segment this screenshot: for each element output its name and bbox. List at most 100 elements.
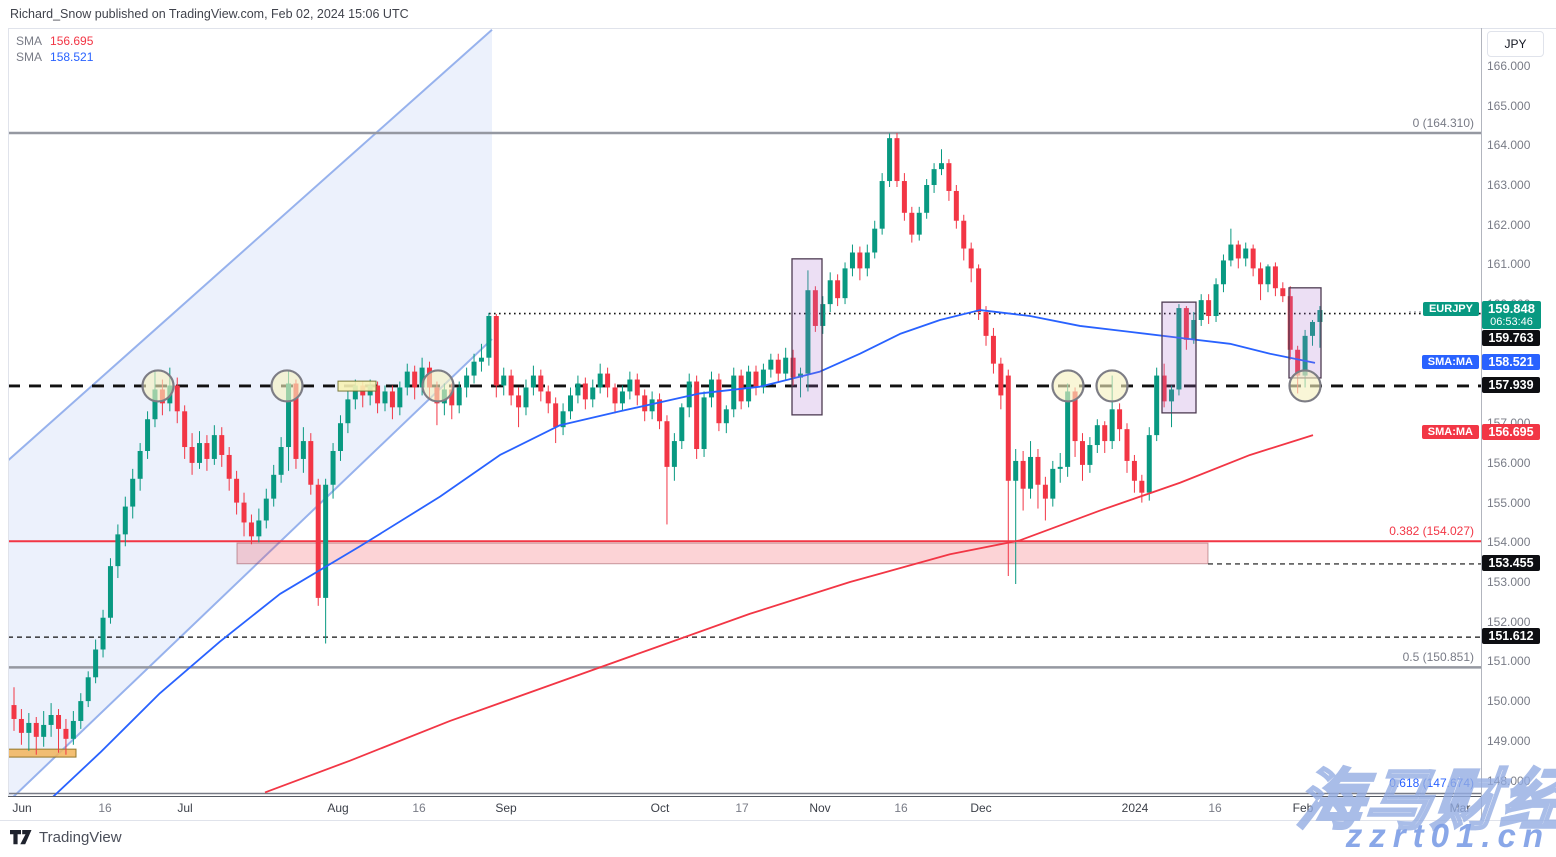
candle-up <box>701 391 707 457</box>
axis-price-label: 159.763 <box>1482 330 1540 346</box>
candle-up <box>820 296 826 334</box>
candle-body <box>820 304 826 326</box>
candle-body <box>931 169 937 186</box>
price-tick-label: 163.000 <box>1487 178 1531 192</box>
candle-body <box>998 363 1004 396</box>
candle-body <box>708 379 714 398</box>
level-test-circle[interactable] <box>1051 369 1085 403</box>
candle-body <box>1072 391 1078 442</box>
candle-down <box>790 349 796 386</box>
legend-sma-fast[interactable]: SMA 158.521 <box>16 49 93 65</box>
candle-body <box>642 395 648 412</box>
candle-up <box>864 244 870 277</box>
candle-body <box>634 379 640 396</box>
currency-unit-button[interactable]: JPY <box>1487 31 1544 57</box>
candle-body <box>115 534 121 567</box>
level-test-circle[interactable] <box>1095 369 1129 403</box>
publish-attribution: Richard_Snow published on TradingView.co… <box>10 7 409 21</box>
highlight-box[interactable] <box>1288 287 1322 379</box>
candle-body <box>271 474 277 499</box>
candle-body <box>345 399 351 424</box>
trend-channel-upper-line[interactable] <box>8 29 493 462</box>
legend-sma-slow[interactable]: SMA 156.695 <box>16 33 93 49</box>
candle-body <box>63 728 69 739</box>
candle-down <box>226 447 232 491</box>
candle-body <box>842 268 848 299</box>
candle-down <box>553 397 559 444</box>
candle-down <box>1020 450 1026 511</box>
candle-down <box>219 427 225 467</box>
candle-body <box>1154 375 1160 436</box>
sma-slow-line[interactable] <box>264 434 1314 794</box>
pivot-zone-yellow[interactable] <box>337 380 377 392</box>
current-price-value: 159.848 <box>1488 301 1535 316</box>
time-tick-label: Jun <box>12 801 32 815</box>
candle-body <box>1117 409 1123 430</box>
candle-up <box>1176 304 1182 396</box>
candle-up <box>256 508 262 543</box>
level-test-circle[interactable] <box>1288 369 1322 403</box>
candle-body <box>909 212 915 235</box>
candle-body <box>197 443 202 463</box>
plot-left-border <box>8 28 9 796</box>
candle-up <box>300 427 306 473</box>
candle-down <box>1131 454 1137 493</box>
price-tick-label: 156.000 <box>1487 455 1531 470</box>
symbol-tag[interactable]: EURJPY <box>1422 302 1479 316</box>
footer-branding[interactable]: TradingView <box>10 829 122 846</box>
supply-zone-pink[interactable] <box>236 542 1209 565</box>
axis-price-label: 156.695 <box>1482 424 1540 440</box>
price-tick-label: 151.000 <box>1487 654 1531 669</box>
candle-up <box>679 403 685 450</box>
candle-up <box>1154 367 1160 442</box>
candle-up <box>197 431 202 469</box>
candle-body <box>1028 456 1034 489</box>
highlight-box[interactable] <box>791 258 823 416</box>
candle-down <box>953 185 959 229</box>
price-tick-label: 166.000 <box>1487 58 1531 73</box>
candle-body <box>901 181 907 213</box>
candle-body <box>657 399 663 422</box>
candle-body <box>330 450 336 485</box>
level-test-circle[interactable] <box>141 369 175 403</box>
level-test-circle[interactable] <box>270 369 304 403</box>
candle-up <box>93 639 99 684</box>
candle-up <box>768 353 774 378</box>
candle-body <box>182 411 188 448</box>
candle-up <box>1050 460 1056 507</box>
candle-down <box>664 415 670 525</box>
candle-up <box>842 262 848 305</box>
candle-body <box>33 722 39 737</box>
sma-fast-line[interactable] <box>45 309 1316 804</box>
candle-up <box>849 244 855 277</box>
candle-body <box>352 385 358 400</box>
candle-body <box>248 522 254 537</box>
trend-channel-lower-line[interactable] <box>8 338 493 802</box>
more-options-icon[interactable]: ··· <box>1408 304 1423 318</box>
candle-down <box>241 492 247 537</box>
candle-body <box>864 252 870 269</box>
candle-body <box>694 381 700 450</box>
sma-label: SMA <box>16 34 43 48</box>
candle-body <box>590 387 596 400</box>
level-test-circle[interactable] <box>421 369 455 403</box>
candle-body <box>226 454 232 479</box>
candle-body <box>130 478 136 507</box>
candle-down <box>1161 363 1167 408</box>
demand-zone-orange[interactable] <box>8 748 77 758</box>
highlight-box[interactable] <box>1161 301 1197 414</box>
candle-body <box>278 447 284 475</box>
plot-group <box>8 29 1481 804</box>
candle-body <box>78 701 84 721</box>
sma-fast-tag[interactable]: SMA:MA <box>1421 355 1479 369</box>
candle-up <box>916 206 922 241</box>
price-tick-label: 152.000 <box>1487 614 1531 629</box>
candle-body <box>382 391 388 404</box>
candle-body <box>1050 468 1056 499</box>
candle-down <box>182 405 188 459</box>
candle-body <box>790 357 796 378</box>
candle-up <box>1243 242 1249 267</box>
sma-slow-tag[interactable]: SMA:MA <box>1421 425 1479 439</box>
candle-body <box>1295 349 1301 376</box>
